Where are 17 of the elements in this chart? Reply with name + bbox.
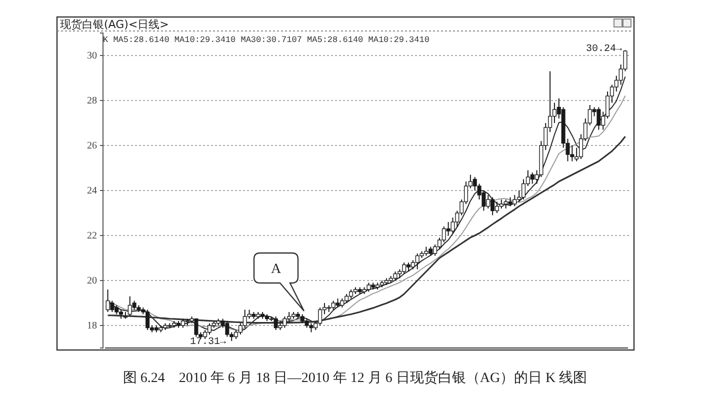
speech-bubble: A: [253, 252, 305, 312]
chart-subtitle: K MA5:28.6140 MA10:29.3410 MA30:30.7107 MA5:28.6140 MA10:29.3410: [103, 35, 430, 45]
y-tick-label: 20: [87, 276, 97, 287]
candlestick: [110, 300, 114, 312]
y-tick-label: 26: [87, 140, 97, 152]
candlestick: [596, 106, 601, 130]
chart-title: 现货白银(AG)<日线>: [60, 18, 169, 31]
y-tick-label: 30: [87, 50, 97, 62]
annotation: 30.24→: [586, 44, 622, 55]
y-tick-label: 24: [87, 186, 97, 197]
y-tick-label: 18: [87, 320, 97, 332]
y-tick-label: 22: [87, 230, 97, 242]
y-tick-label: 28: [87, 96, 97, 107]
caption: 图 6.24 2010 年 6 月 18 日—2010 年 12 月 6 日现货白银（AG）的日 K 线图: [122, 370, 588, 386]
annotation: A: [270, 262, 282, 277]
annotation: 17.31→: [190, 337, 226, 348]
candlestick: [106, 289, 110, 312]
